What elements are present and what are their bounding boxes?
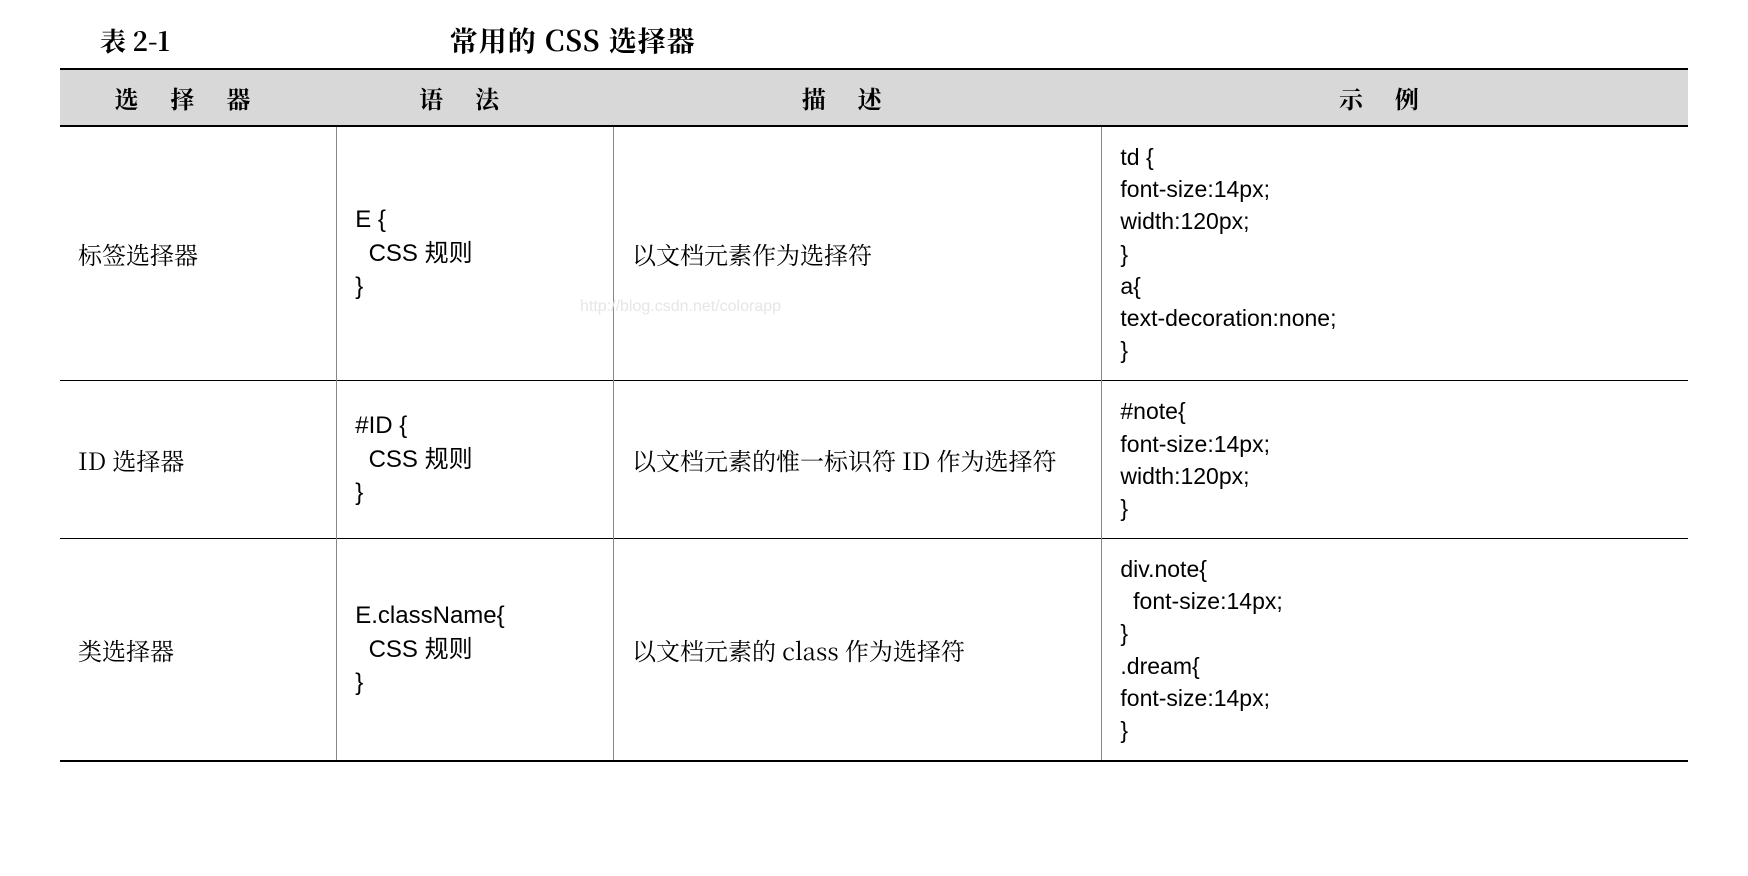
col-header-selector: 选择器 [60,69,337,126]
table-row: 类选择器 E.className{ CSS 规则 } 以文档元素的 class … [60,539,1688,762]
cell-selector: 标签选择器 [60,126,337,381]
cell-selector: 类选择器 [60,539,337,762]
cell-syntax: #ID { CSS 规则 } [337,381,614,539]
cell-syntax: E { CSS 规则 } [337,126,614,381]
table-body: 标签选择器 E { CSS 规则 } 以文档元素作为选择符 td { font-… [60,126,1688,761]
cell-syntax: E.className{ CSS 规则 } [337,539,614,762]
cell-desc: 以文档元素作为选择符 [614,126,1102,381]
col-header-example: 示例 [1102,69,1688,126]
cell-desc: 以文档元素的惟一标识符 ID 作为选择符 [614,381,1102,539]
col-header-desc: 描述 [614,69,1102,126]
cell-example: td { font-size:14px; width:120px; } a{ t… [1102,126,1688,381]
col-header-syntax: 语法 [337,69,614,126]
cell-selector: ID 选择器 [60,381,337,539]
cell-desc: 以文档元素的 class 作为选择符 [614,539,1102,762]
cell-example: div.note{ font-size:14px; } .dream{ font… [1102,539,1688,762]
table-row: ID 选择器 #ID { CSS 规则 } 以文档元素的惟一标识符 ID 作为选… [60,381,1688,539]
cell-example: #note{ font-size:14px; width:120px; } [1102,381,1688,539]
table-title: 常用的 CSS 选择器 [450,20,696,60]
table-row: 标签选择器 E { CSS 规则 } 以文档元素作为选择符 td { font-… [60,126,1688,381]
title-row: 表 2-1 常用的 CSS 选择器 [60,20,1688,60]
table-header-row: 选择器 语法 描述 示例 [60,69,1688,126]
table-number: 表 2-1 [100,22,170,59]
css-selectors-table: 选择器 语法 描述 示例 标签选择器 E { CSS 规则 } 以文档元素作为选… [60,68,1688,762]
